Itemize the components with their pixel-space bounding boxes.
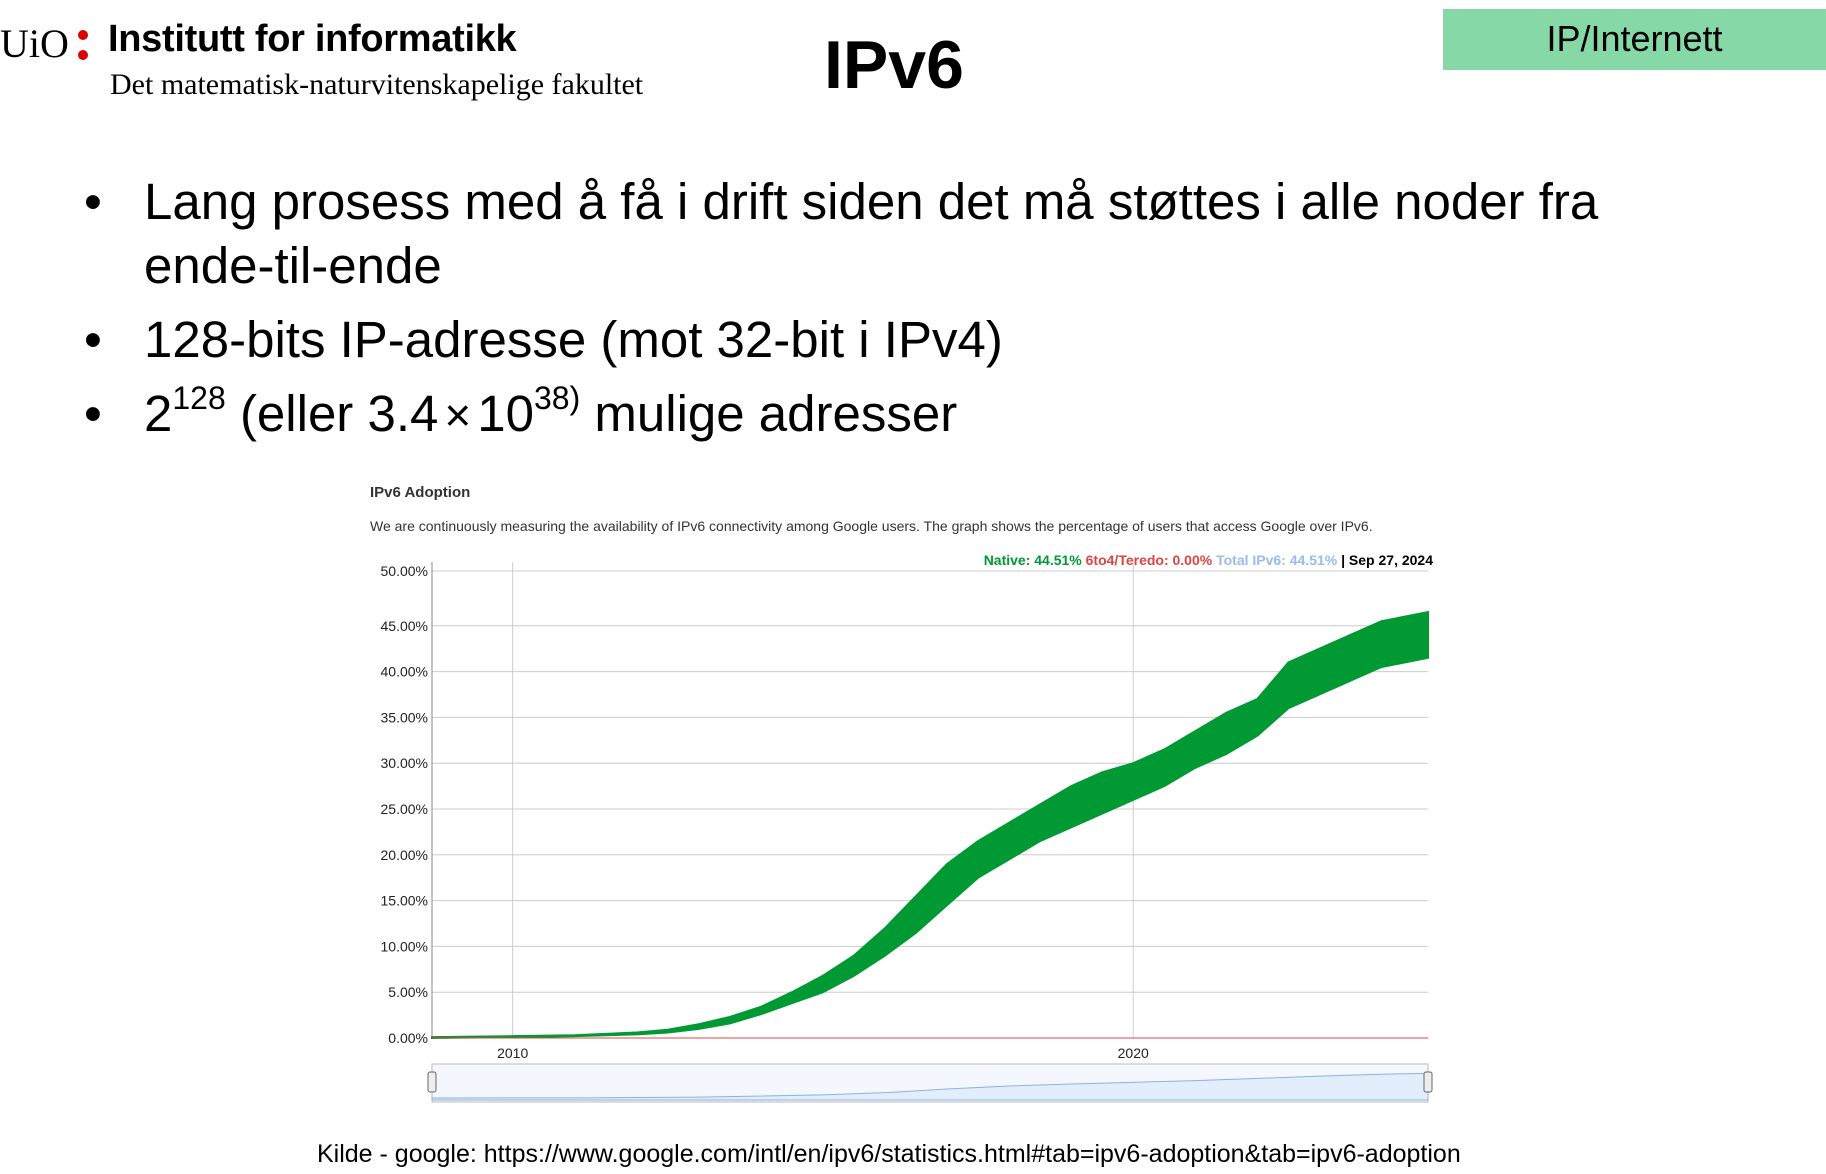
topic-badge: IP/Internett [1443, 9, 1826, 70]
y-tick-label: 40.00% [381, 664, 428, 680]
series-native-band [431, 610, 1429, 1040]
logo-uio-text: UiO [0, 21, 69, 66]
y-tick-label: 30.00% [381, 755, 428, 771]
navigator-handle [1423, 1071, 1433, 1093]
bullet-marker: • [84, 385, 102, 442]
slide-title: IPv6 [824, 27, 964, 103]
y-tick-label: 45.00% [381, 618, 428, 634]
bullet-item: • Lang prosess med å få i drift siden de… [84, 170, 1644, 298]
faculty-name: Det matematisk-naturvitenskapelige fakul… [110, 68, 644, 101]
bullet-item: • 128-bits IP-adresse (mot 32-bit i IPv4… [84, 308, 1644, 372]
chart-canvas: 0.00% 5.00% 10.00% 15.00% 20.00% 25.00% 30.00%… [381, 562, 1433, 1103]
bullet-item: • 2128 (eller 3.4 × 1038) mulige adresser [84, 382, 1644, 447]
y-tick-label: 10.00% [381, 938, 428, 954]
source-citation: Kilde - google: https://www.google.com/i… [317, 1140, 1461, 1168]
formula-mid: (eller 3.4 [239, 385, 439, 442]
ipv6-adoption-chart: IPv6 Adoption We are continuously measur… [360, 478, 1460, 1118]
bullet-text: 128-bits IP-adresse (mot 32-bit i IPv4) [144, 311, 1003, 368]
chart-subtitle: We are continuously measuring the availa… [370, 518, 1373, 534]
bullet-marker: • [84, 311, 102, 368]
bullet-list: • Lang prosess med å få i drift siden de… [84, 170, 1644, 457]
formula-base: 2 [144, 385, 173, 442]
y-tick-label: 25.00% [381, 801, 428, 817]
navigator-handle [427, 1071, 437, 1093]
y-tick-label: 20.00% [381, 847, 428, 863]
legend-teredo: 6to4/Teredo: 0.00% [1085, 552, 1213, 568]
formula-exponent: 128 [172, 380, 226, 416]
formula-ten: 10 [477, 385, 534, 442]
bullet-text: Lang prosess med å få i drift siden det … [144, 173, 1599, 294]
y-tick-label: 15.00% [381, 893, 428, 909]
y-tick-label: 5.00% [388, 984, 428, 1000]
y-tick-label: 0.00% [388, 1030, 428, 1046]
times-symbol: × [444, 389, 472, 441]
chart-title: IPv6 Adoption [370, 484, 471, 501]
bullet-marker: • [84, 173, 102, 230]
institute-name: Institutt for informatikk [108, 18, 517, 60]
navigator-area [431, 1072, 1429, 1101]
legend-total: Total IPv6: 44.51% [1216, 552, 1338, 568]
formula-tail: mulige adresser [594, 385, 958, 442]
x-tick-label: 2020 [1118, 1045, 1149, 1061]
legend-native: Native: 44.51% [983, 552, 1082, 568]
logo-colon-icon [78, 22, 88, 72]
x-tick-label: 2010 [497, 1045, 528, 1061]
chart-legend: Native: 44.51% 6to4/Teredo: 0.00% Total … [984, 552, 1433, 568]
legend-date: | Sep 27, 2024 [1341, 552, 1433, 568]
y-tick-label: 50.00% [381, 563, 428, 579]
formula-exponent2: 38) [533, 380, 581, 416]
y-tick-label: 35.00% [381, 709, 428, 725]
